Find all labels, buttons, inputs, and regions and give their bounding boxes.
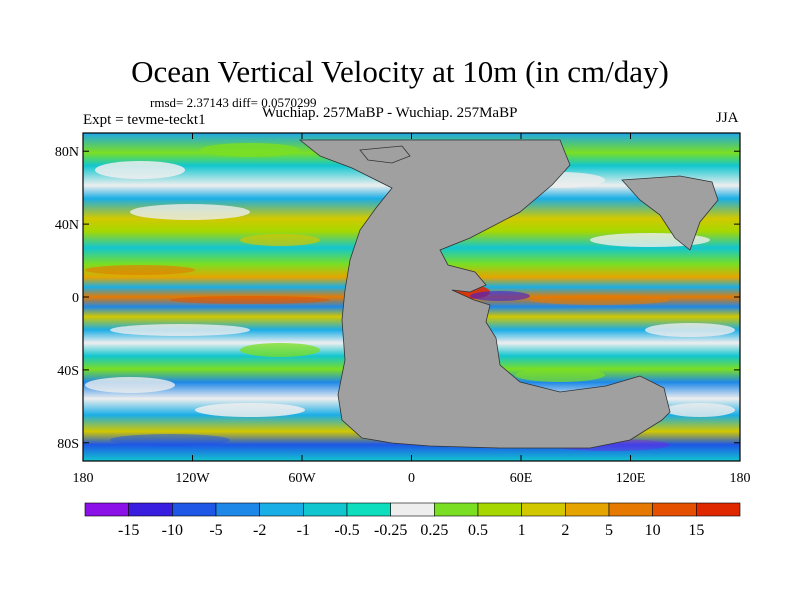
colorbar-label: -0.5: [334, 522, 359, 539]
colorbar-swatch: [521, 502, 566, 517]
colorbar-swatch: [390, 502, 435, 517]
colorbar-label: -15: [118, 522, 139, 539]
colorbar-swatch: [215, 502, 260, 517]
colorbar-swatch: [346, 502, 391, 517]
colorbar-swatch: [696, 502, 741, 517]
colorbar-label: 0.25: [420, 522, 448, 539]
axis-ticks: 180 120W 60W 0 60E 120E 180 80N 40N 0 40S 80S: [55, 133, 751, 486]
land-northeast-island: [621, 175, 719, 251]
colorbar-swatch: [565, 502, 610, 517]
y-tick-label: 80S: [57, 437, 79, 452]
colorbar: -15 -10 -5 -2 -1 -0.5 -0.25 0.25 0.5 1 2 5 10 15: [84, 502, 741, 539]
colorbar-swatch: [172, 502, 217, 517]
colorbar-label: -0.25: [374, 522, 407, 539]
colorbar-swatch: [84, 502, 129, 517]
colorbar-label: 15: [688, 522, 704, 539]
colorbar-swatch: [608, 502, 653, 517]
x-tick-label: 120W: [175, 471, 210, 486]
colorbar-swatch: [477, 502, 522, 517]
colorbar-label: -1: [297, 522, 310, 539]
colorbar-swatch: [652, 502, 697, 517]
colorbar-label: 10: [645, 522, 661, 539]
colorbar-label: -5: [209, 522, 222, 539]
x-tick-label: 60E: [510, 471, 533, 486]
y-tick-label: 40N: [55, 218, 79, 233]
colorbar-swatch: [128, 502, 173, 517]
field-patches: [85, 143, 735, 451]
y-tick-label: 80N: [55, 145, 79, 160]
y-tick-label: 0: [72, 291, 79, 306]
colorbar-label: 5: [605, 522, 613, 539]
colorbar-label: 1: [518, 522, 526, 539]
colorbar-label: 0.5: [468, 522, 488, 539]
stats-text: rmsd= 2.37143 diff= 0.0570299: [150, 95, 317, 110]
colorbar-label: 2: [561, 522, 569, 539]
x-tick-label: 0: [408, 471, 415, 486]
colorbar-swatch: [259, 502, 304, 517]
colorbar-label: -2: [253, 522, 266, 539]
chart-title: Ocean Vertical Velocity at 10m (in cm/da…: [131, 54, 669, 89]
x-tick-label: 180: [73, 471, 94, 486]
x-tick-label: 120E: [616, 471, 646, 486]
colorbar-label: -10: [162, 522, 183, 539]
land-arctic-island: [359, 145, 411, 164]
colorbar-swatch: [303, 502, 348, 517]
land-pangaea: [298, 139, 671, 449]
center-subtitle: Wuchiap. 257MaBP - Wuchiap. 257MaBP: [262, 105, 518, 121]
left-subtitle: Expt = tevme-teckt1: [83, 112, 206, 128]
x-tick-label: 60W: [288, 471, 316, 486]
right-subtitle: JJA: [716, 110, 739, 126]
y-tick-label: 40S: [57, 364, 79, 379]
colorbar-swatch: [434, 502, 479, 517]
x-tick-label: 180: [730, 471, 751, 486]
